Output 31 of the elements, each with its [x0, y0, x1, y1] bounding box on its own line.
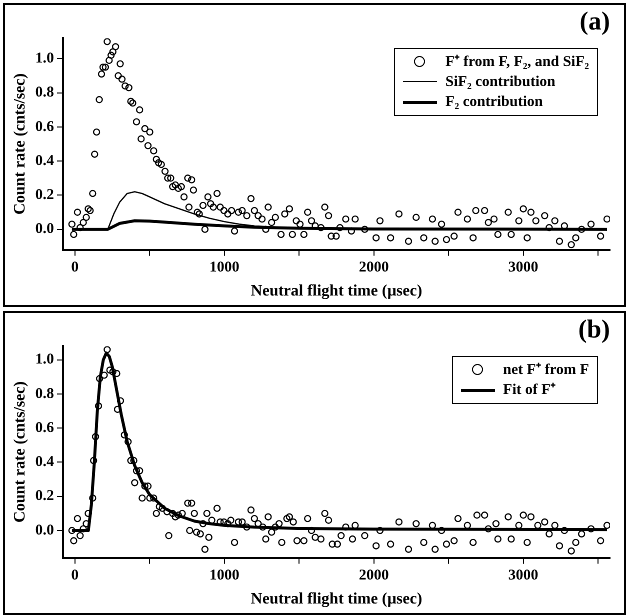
y-tick-label: 1.0 [35, 50, 54, 67]
y-tick-label: 0.2 [35, 488, 54, 504]
x-axis-title: Neutral flight time (µsec) [250, 590, 422, 608]
legend-label: SiF₂ contribution [445, 73, 556, 92]
y-axis-title: Count rate (cnts/sec) [12, 73, 29, 215]
x-tick-label: 0 [71, 568, 79, 584]
chart-title: (b) [578, 314, 610, 344]
y-tick-label: 1.0 [35, 352, 54, 368]
x-tick-label: 1000 [209, 568, 240, 584]
legend-label: F₂ contribution [445, 93, 543, 112]
y-tick-label: 0.0 [35, 522, 54, 538]
y-tick-label: 0.2 [35, 187, 54, 204]
x-tick-label: 0 [71, 260, 79, 276]
x-tick-label: 2000 [358, 260, 389, 276]
x-axis-title: Neutral flight time (µsec) [250, 282, 422, 300]
x-tick-label: 3000 [508, 260, 538, 276]
legend-label: net F⁺ from F [503, 361, 589, 380]
x-tick-label: 2000 [358, 568, 389, 584]
chart-title: (a) [580, 6, 610, 36]
y-tick-label: 0.4 [35, 454, 54, 470]
x-tick-label: 3000 [508, 568, 538, 584]
y-tick-label: 0.6 [35, 118, 54, 135]
y-axis-title: Count rate (cnts/sec) [12, 381, 29, 523]
y-tick-label: 0.4 [35, 152, 54, 169]
y-tick-label: 0.0 [35, 221, 54, 238]
y-tick-label: 0.8 [35, 84, 54, 101]
y-tick-label: 0.8 [35, 386, 54, 402]
x-tick-label: 1000 [209, 260, 240, 276]
legend-label: F⁺ from F, F₂, and SiF₂ [445, 53, 589, 72]
legend-label: Fit of F⁺ [503, 381, 556, 400]
y-tick-label: 0.6 [35, 420, 54, 436]
